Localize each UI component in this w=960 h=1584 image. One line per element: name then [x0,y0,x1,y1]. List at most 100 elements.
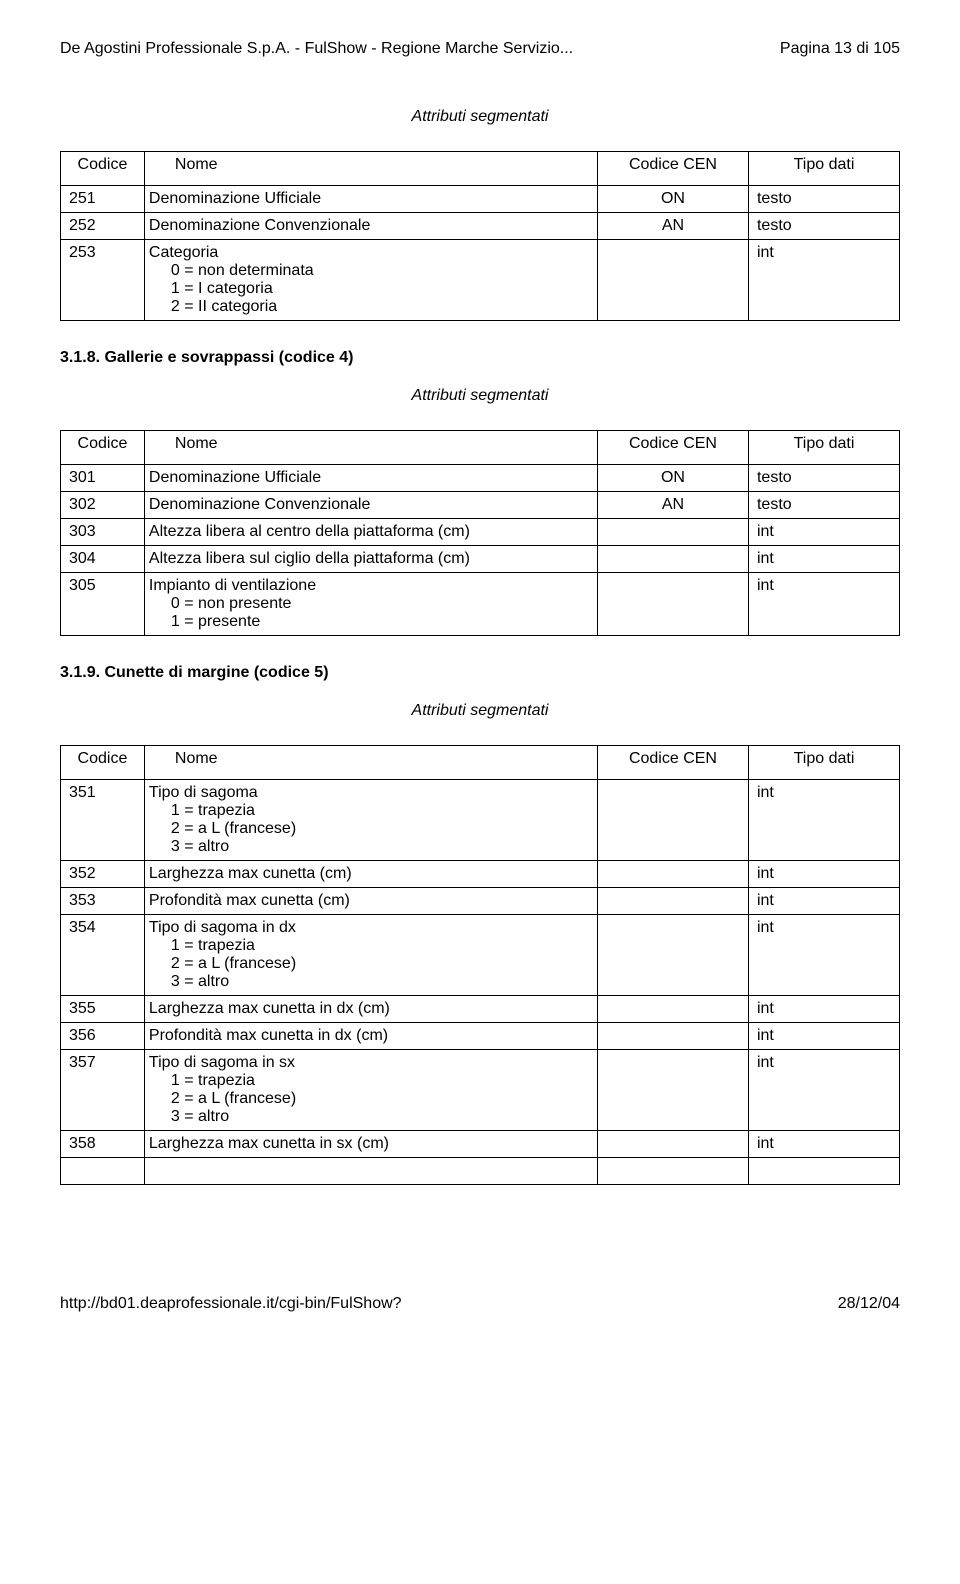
cell-nome-sub: 2 = a L (francese) [171,820,296,837]
cell-nome: Denominazione Convenzionale [144,213,597,240]
table-row: 354 Tipo di sagoma in dx 1 = trapezia 2 … [61,915,900,996]
cell-nome: Categoria 0 = non determinata 1 = I cate… [144,240,597,321]
th-nome: Nome [144,746,597,780]
cell-cen [597,861,748,888]
table-row: 351 Tipo di sagoma 1 = trapezia 2 = a L … [61,780,900,861]
cell-codice: 252 [61,213,145,240]
table-row-empty [61,1158,900,1185]
cell-nome: Denominazione Ufficiale [144,465,597,492]
cell-tipo: int [748,1131,899,1158]
cell-tipo: int [748,573,899,636]
cell-cen [597,573,748,636]
cell-codice: 251 [61,186,145,213]
cell-cen [597,996,748,1023]
cell-nome: Tipo di sagoma in sx 1 = trapezia 2 = a … [144,1050,597,1131]
cell-nome: Profondità max cunetta (cm) [144,888,597,915]
page-header: De Agostini Professionale S.p.A. - FulSh… [60,40,900,58]
cell-nome: Denominazione Convenzionale [144,492,597,519]
cell-nome-text: Tipo di sagoma in dx [149,919,296,936]
cell-cen: ON [597,465,748,492]
cell-empty [597,1158,748,1185]
cell-cen [597,519,748,546]
caption-1: Attributi segmentati [60,108,900,126]
cell-codice: 303 [61,519,145,546]
cell-nome-sub: 3 = altro [171,1108,229,1125]
cell-codice: 352 [61,861,145,888]
cell-empty [61,1158,145,1185]
cell-tipo: int [748,915,899,996]
table-row: 304 Altezza libera sul ciglio della piat… [61,546,900,573]
cell-empty [144,1158,597,1185]
cell-tipo: testo [748,492,899,519]
cell-codice: 357 [61,1050,145,1131]
cell-cen [597,240,748,321]
table-row: 251 Denominazione Ufficiale ON testo [61,186,900,213]
cell-nome: Altezza libera al centro della piattafor… [144,519,597,546]
cell-nome: Larghezza max cunetta in dx (cm) [144,996,597,1023]
cell-cen [597,1023,748,1050]
header-right: Pagina 13 di 105 [780,40,900,58]
cell-codice: 302 [61,492,145,519]
cell-cen: AN [597,492,748,519]
cell-nome: Impianto di ventilazione 0 = non present… [144,573,597,636]
cell-nome-sub: 1 = trapezia [171,802,255,819]
cell-nome-sub: 2 = a L (francese) [171,955,296,972]
th-codice: Codice [61,746,145,780]
cell-nome-text: Impianto di ventilazione [149,577,316,594]
section-heading-2: 3.1.9. Cunette di margine (codice 5) [60,664,900,682]
table-3: Codice Nome Codice CEN Tipo dati 351 Tip… [60,745,900,1185]
footer-right: 28/12/04 [838,1295,900,1313]
cell-nome: Profondità max cunetta in dx (cm) [144,1023,597,1050]
cell-cen [597,546,748,573]
cell-nome-sub: 1 = trapezia [171,1072,255,1089]
page: De Agostini Professionale S.p.A. - FulSh… [0,0,960,1343]
cell-tipo: int [748,780,899,861]
cell-codice: 305 [61,573,145,636]
table-row: 353 Profondità max cunetta (cm) int [61,888,900,915]
caption-3: Attributi segmentati [60,702,900,720]
cell-codice: 351 [61,780,145,861]
table-row: 352 Larghezza max cunetta (cm) int [61,861,900,888]
cell-nome: Tipo di sagoma in dx 1 = trapezia 2 = a … [144,915,597,996]
cell-nome-sub: 3 = altro [171,973,229,990]
cell-nome-sub: 1 = I categoria [171,280,273,297]
table-row: 301 Denominazione Ufficiale ON testo [61,465,900,492]
cell-tipo: testo [748,186,899,213]
table-header-row: Codice Nome Codice CEN Tipo dati [61,431,900,465]
table-row: 357 Tipo di sagoma in sx 1 = trapezia 2 … [61,1050,900,1131]
table-row: 253 Categoria 0 = non determinata 1 = I … [61,240,900,321]
th-codice-cen: Codice CEN [597,746,748,780]
cell-tipo: testo [748,465,899,492]
table-header-row: Codice Nome Codice CEN Tipo dati [61,152,900,186]
cell-codice: 355 [61,996,145,1023]
caption-2: Attributi segmentati [60,387,900,405]
cell-cen [597,780,748,861]
cell-tipo: int [748,996,899,1023]
cell-nome-sub: 3 = altro [171,838,229,855]
cell-cen [597,1131,748,1158]
cell-codice: 304 [61,546,145,573]
cell-nome: Denominazione Ufficiale [144,186,597,213]
cell-nome-sub: 1 = presente [171,613,260,630]
cell-nome-sub: 0 = non determinata [171,262,314,279]
cell-cen [597,1050,748,1131]
table-header-row: Codice Nome Codice CEN Tipo dati [61,746,900,780]
table-row: 358 Larghezza max cunetta in sx (cm) int [61,1131,900,1158]
th-codice-cen: Codice CEN [597,431,748,465]
th-tipo-dati: Tipo dati [748,152,899,186]
th-nome: Nome [144,152,597,186]
cell-nome-text: Categoria [149,244,218,261]
cell-cen: AN [597,213,748,240]
cell-nome-sub: 2 = a L (francese) [171,1090,296,1107]
table-row: 355 Larghezza max cunetta in dx (cm) int [61,996,900,1023]
cell-nome-sub: 2 = II categoria [171,298,277,315]
cell-tipo: int [748,861,899,888]
th-nome: Nome [144,431,597,465]
footer-left: http://bd01.deaprofessionale.it/cgi-bin/… [60,1295,402,1313]
cell-codice: 353 [61,888,145,915]
table-row: 356 Profondità max cunetta in dx (cm) in… [61,1023,900,1050]
cell-tipo: int [748,240,899,321]
table-row: 252 Denominazione Convenzionale AN testo [61,213,900,240]
cell-nome-text: Tipo di sagoma [149,784,258,801]
header-left: De Agostini Professionale S.p.A. - FulSh… [60,40,573,58]
